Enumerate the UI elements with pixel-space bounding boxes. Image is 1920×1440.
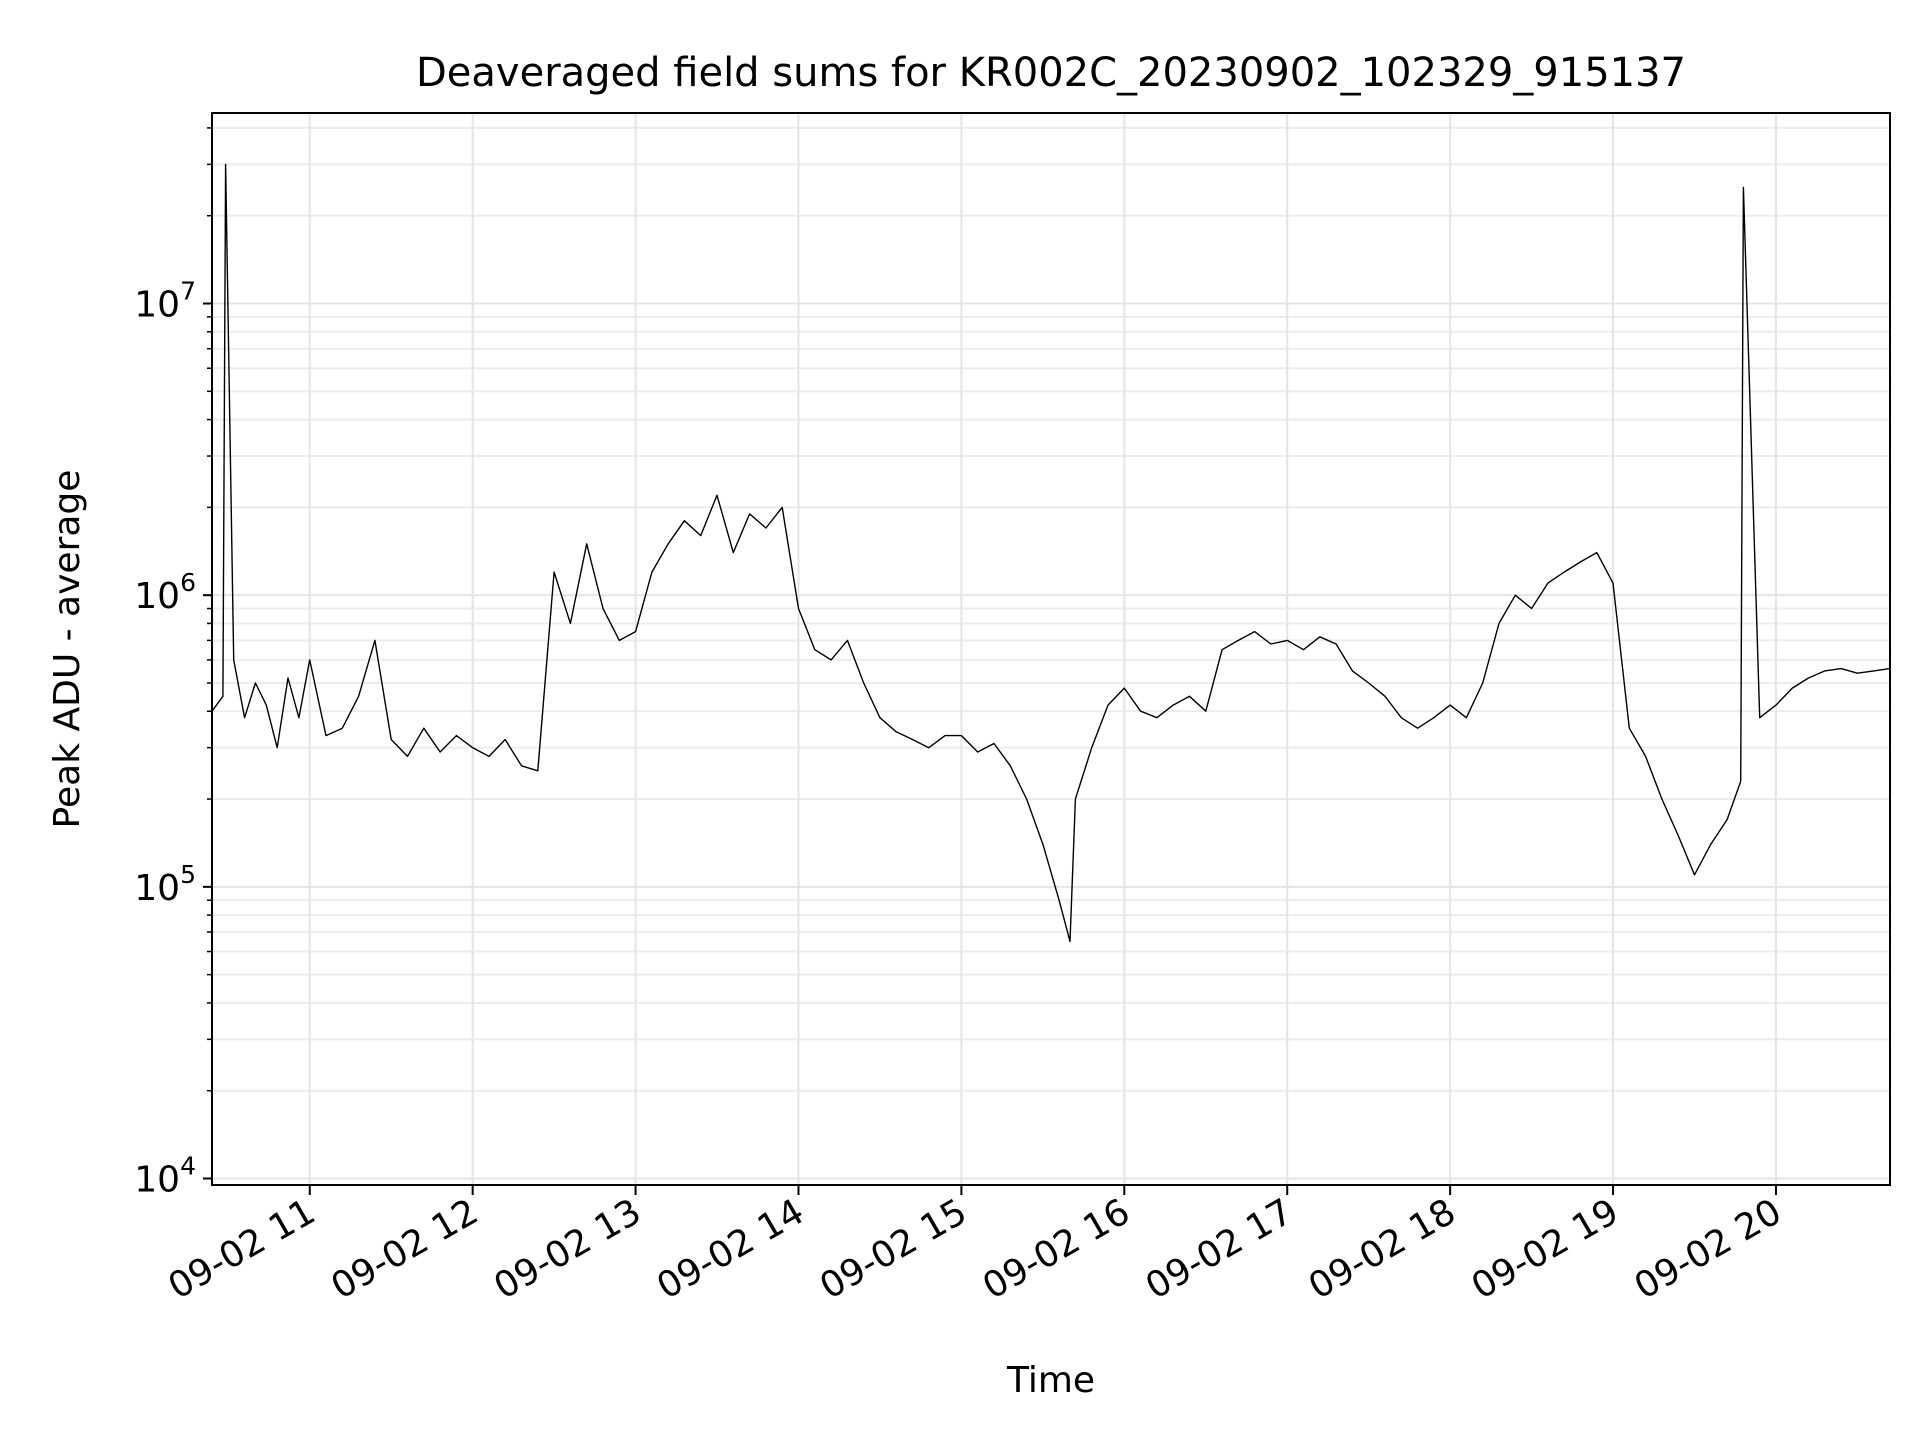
y-axis: 104 105 106 107: [134, 127, 212, 1201]
y-tick-label: 104: [134, 1152, 196, 1201]
series-line: [211, 163, 1891, 943]
y-tick-label: 105: [134, 860, 196, 909]
y-tick-label: 106: [134, 568, 196, 617]
chart-title: Deaveraged field sums for KR002C_2023090…: [416, 50, 1686, 96]
data-series: [211, 163, 1891, 943]
x-axis-label: Time: [1006, 1360, 1095, 1401]
plot-frame: [211, 112, 1891, 1186]
grid: [212, 113, 1890, 1185]
y-axis-label: Peak ADU - average: [47, 470, 88, 829]
y-tick-label: 107: [134, 277, 196, 326]
